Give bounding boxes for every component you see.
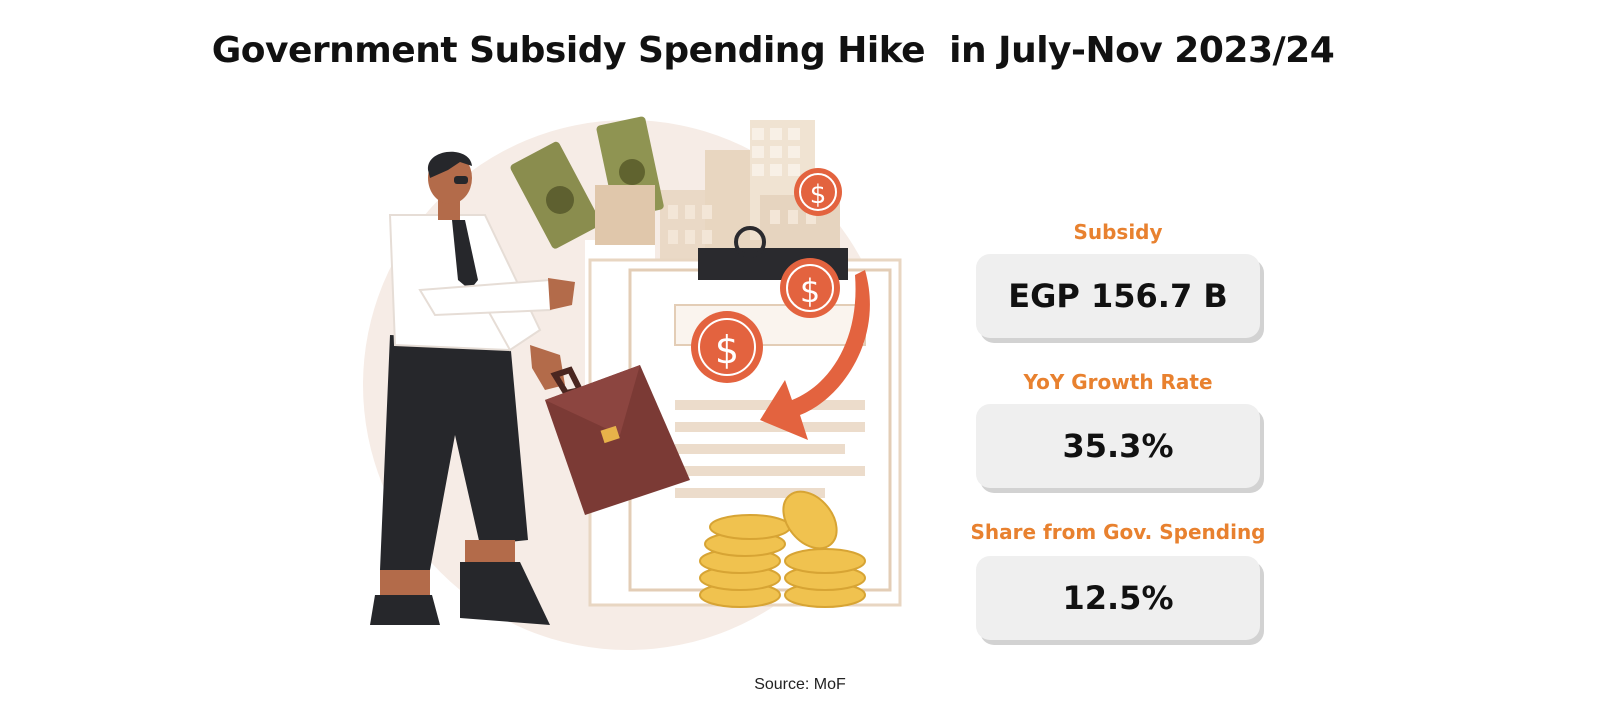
share-gov-spending-label: Share from Gov. Spending [970,520,1266,544]
share-gov-spending-value-card: 12.5% [976,556,1260,640]
yoy-growth-value-card: 35.3% [976,404,1260,488]
businessman-icon [370,151,575,625]
briefcase-icon [545,365,690,515]
dollar-coin-icon: $ $ $ [691,168,842,383]
source-note: Source: MoF [754,676,846,693]
subsidy-value-card: EGP 156.7 B [976,254,1260,338]
page-title: Government Subsidy Spending Hike in July… [211,30,1335,71]
svg-text:$: $ [810,180,827,210]
svg-text:$: $ [715,328,739,372]
subsidy-label: Subsidy [1073,220,1163,244]
gold-coins-icon [699,490,866,608]
svg-text:$: $ [800,272,820,310]
businessman-illustration: $ $ $ [360,100,920,660]
yoy-growth-label: YoY Growth Rate [1023,370,1213,394]
arrow-icon [760,270,870,440]
